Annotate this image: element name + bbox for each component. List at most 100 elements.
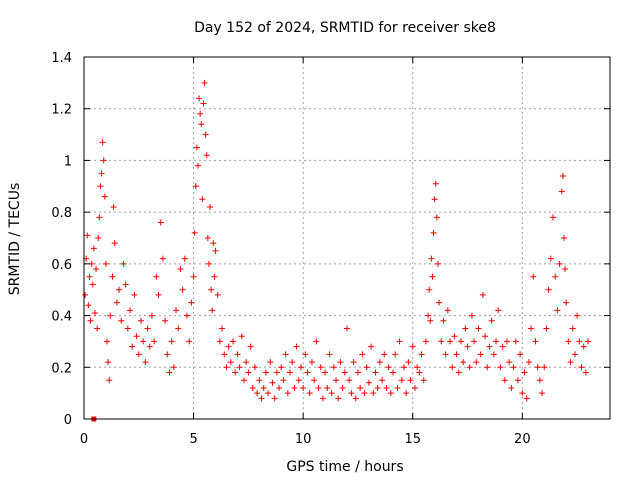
y-tick-label: 1.2: [51, 103, 72, 118]
data-point: [455, 369, 462, 376]
data-point: [359, 351, 366, 358]
data-point: [111, 240, 118, 247]
y-tick-label: 0.6: [51, 258, 72, 273]
data-point: [335, 395, 342, 402]
data-point: [113, 299, 120, 306]
data-point: [530, 273, 537, 280]
data-point: [230, 338, 237, 345]
data-point: [394, 384, 401, 391]
data-point: [363, 364, 370, 371]
data-point: [293, 343, 300, 350]
data-point: [216, 338, 223, 345]
data-point: [289, 359, 296, 366]
data-point: [269, 379, 276, 386]
data-point: [137, 317, 144, 324]
data-point: [427, 317, 434, 324]
data-point: [227, 359, 234, 366]
data-point: [558, 188, 565, 195]
data-point: [194, 162, 201, 169]
data-point: [420, 377, 427, 384]
data-point: [514, 377, 521, 384]
data-point: [523, 395, 530, 402]
data-point: [330, 364, 337, 371]
data-point: [219, 325, 226, 332]
data-point: [379, 377, 386, 384]
data-point: [539, 390, 546, 397]
data-point: [302, 351, 309, 358]
data-point: [532, 338, 539, 345]
data-point: [236, 364, 243, 371]
data-point: [440, 317, 447, 324]
data-point: [477, 351, 484, 358]
data-point: [306, 390, 313, 397]
data-point: [361, 390, 368, 397]
data-point: [506, 359, 513, 366]
data-point: [238, 333, 245, 340]
y-tick-label: 0.2: [51, 361, 72, 376]
data-point: [328, 390, 335, 397]
data-point: [300, 384, 307, 391]
data-point: [383, 384, 390, 391]
data-point: [232, 369, 239, 376]
data-point: [464, 343, 471, 350]
data-point: [168, 338, 175, 345]
data-point: [324, 384, 331, 391]
data-point: [197, 110, 204, 117]
data-point: [392, 351, 399, 358]
y-tick-label: 1.4: [51, 51, 72, 66]
data-point: [210, 240, 217, 247]
data-point: [247, 343, 254, 350]
data-point: [512, 338, 519, 345]
data-point: [191, 229, 198, 236]
data-point: [193, 144, 200, 151]
data-point: [431, 196, 438, 203]
data-point: [94, 325, 101, 332]
data-point: [585, 338, 592, 345]
data-point: [102, 260, 109, 267]
data-point: [280, 377, 287, 384]
chart-title: Day 152 of 2024, SRMTID for receiver ske…: [194, 20, 496, 36]
data-point: [84, 232, 91, 239]
data-point: [196, 95, 203, 102]
data-point: [116, 286, 123, 293]
data-point: [488, 317, 495, 324]
data-point: [93, 266, 100, 273]
data-point: [552, 273, 559, 280]
data-point: [556, 260, 563, 267]
data-point: [521, 369, 528, 376]
data-point: [95, 235, 102, 241]
data-point: [173, 307, 180, 314]
data-point: [202, 131, 209, 138]
data-point: [209, 307, 216, 314]
data-point: [517, 351, 524, 358]
data-point: [97, 183, 104, 190]
data-point: [164, 351, 171, 358]
data-point: [501, 377, 508, 384]
data-point: [199, 196, 206, 203]
data-point: [368, 343, 375, 350]
data-point: [260, 384, 267, 391]
data-point: [106, 377, 113, 384]
data-point: [100, 157, 107, 164]
data-point: [503, 338, 510, 345]
data-point: [159, 255, 166, 262]
data-point: [124, 325, 131, 332]
data-point: [407, 377, 414, 384]
data-point: [580, 343, 587, 350]
data-point: [525, 359, 532, 366]
data-point: [422, 338, 429, 345]
data-point: [341, 369, 348, 376]
grid-lines: [84, 57, 610, 419]
data-point: [203, 152, 210, 159]
data-point: [462, 325, 469, 332]
data-point: [536, 377, 543, 384]
data-point: [89, 281, 96, 288]
data-point: [466, 364, 473, 371]
x-axis-label: GPS time / hours: [286, 459, 403, 475]
data-point: [273, 369, 280, 376]
data-point: [370, 390, 377, 397]
data-point: [201, 79, 208, 86]
data-point: [140, 338, 147, 345]
data-point: [357, 384, 364, 391]
